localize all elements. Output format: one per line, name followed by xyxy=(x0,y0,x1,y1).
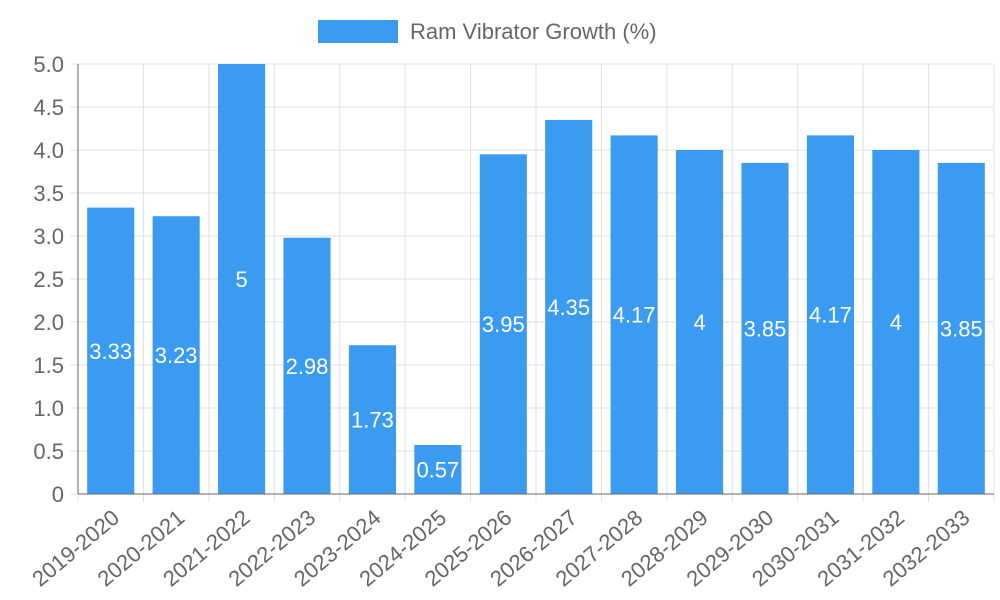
bar[interactable] xyxy=(283,237,331,494)
bar[interactable] xyxy=(676,150,724,494)
bar[interactable] xyxy=(87,207,135,494)
bar[interactable] xyxy=(806,135,854,494)
legend-label[interactable]: Ram Vibrator Growth (%) xyxy=(410,19,657,44)
bar[interactable] xyxy=(348,345,396,494)
y-tick-label: 2.5 xyxy=(33,267,64,292)
bar-data-label: 4.17 xyxy=(809,303,852,328)
bar-series: 3.33 3.23 5 2.98 1.73 0.57 3.95 4.35 4.17 4 3.85 4.… xyxy=(87,64,985,495)
bar-data-label: 4 xyxy=(890,310,902,335)
bar[interactable] xyxy=(610,135,658,494)
bar[interactable] xyxy=(545,119,593,495)
y-tick-label: 0 xyxy=(52,482,64,507)
y-tick-label: 4.5 xyxy=(33,95,64,120)
y-tick-label: 1.0 xyxy=(33,396,64,421)
bar-data-label: 3.33 xyxy=(89,339,132,364)
y-tick-label: 4.0 xyxy=(33,138,64,163)
bar[interactable] xyxy=(218,64,266,494)
y-axis: 0 0.5 1.0 1.5 2.0 2.5 3.0 3.5 4.0 4.5 5.0 xyxy=(33,52,79,507)
y-tick-label: 1.5 xyxy=(33,353,64,378)
y-tick-label: 2.0 xyxy=(33,310,64,335)
bar-data-label: 3.23 xyxy=(155,343,198,368)
bar-data-label: 0.57 xyxy=(416,457,459,482)
bar-data-label: 4.35 xyxy=(547,295,590,320)
bar-data-label: 3.85 xyxy=(940,316,983,341)
y-tick-label: 5.0 xyxy=(33,52,64,77)
bar[interactable] xyxy=(741,162,789,494)
bar[interactable] xyxy=(152,216,200,494)
bar-data-label: 4.17 xyxy=(613,303,656,328)
x-axis: 2019-20202020-20212021-20222022-20232023… xyxy=(27,493,994,591)
bar[interactable] xyxy=(872,150,920,494)
bar[interactable] xyxy=(414,444,462,494)
bar-data-label: 4 xyxy=(693,310,705,335)
legend[interactable]: Ram Vibrator Growth (%) xyxy=(318,19,657,44)
bar[interactable] xyxy=(937,162,985,494)
bar[interactable] xyxy=(479,154,527,495)
y-tick-label: 0.5 xyxy=(33,439,64,464)
bar-data-label: 2.98 xyxy=(286,354,329,379)
y-tick-label: 3.5 xyxy=(33,181,64,206)
bar-data-label: 1.73 xyxy=(351,408,394,433)
bar-data-label: 5 xyxy=(235,267,247,292)
legend-swatch[interactable] xyxy=(318,20,398,43)
bar-data-label: 3.95 xyxy=(482,312,525,337)
grid-lines xyxy=(70,63,995,502)
y-tick-label: 3.0 xyxy=(33,224,64,249)
bar-data-label: 3.85 xyxy=(744,316,787,341)
